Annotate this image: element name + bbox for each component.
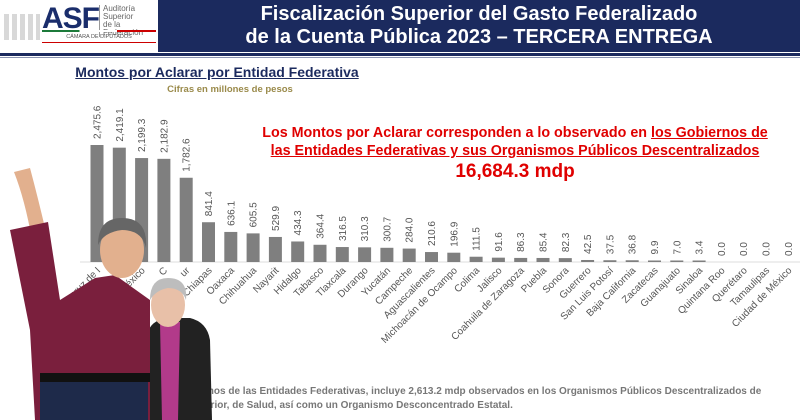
- note-underlined: los Gobiernos de: [650, 125, 768, 141]
- value-label: 36.8: [628, 234, 639, 254]
- logo-subtitle: CÁMARA DE DIPUTADOS: [66, 34, 132, 40]
- value-label: 605.5: [249, 202, 260, 227]
- footnote-line-2: erior, de Salud, así como un Organismo D…: [205, 400, 513, 411]
- value-label: 300.7: [382, 216, 393, 241]
- value-label: 86.3: [516, 232, 527, 252]
- value-label: 2,419.1: [115, 108, 126, 142]
- value-label: 841.4: [204, 191, 215, 216]
- bar: [648, 260, 661, 262]
- summary-note: Los Montos por Aclarar corresponden a lo…: [230, 124, 800, 184]
- footnote: mos de las Entidades Federativas, incluy…: [205, 385, 761, 413]
- bar: [670, 260, 684, 262]
- bar: [692, 260, 706, 262]
- note-underlined: las Entidades Federativas y sus Organism…: [270, 143, 760, 159]
- bar: [179, 177, 193, 262]
- bar: [268, 236, 282, 262]
- value-label: 82.3: [561, 232, 572, 252]
- value-label: 210.6: [427, 221, 438, 246]
- bar: [246, 233, 260, 262]
- value-label: 316.5: [338, 216, 349, 241]
- bar: [291, 241, 305, 262]
- value-label: 91.6: [494, 232, 505, 252]
- value-label: 529.9: [271, 205, 282, 230]
- bar: [202, 222, 215, 262]
- bar: [491, 257, 505, 262]
- bar: [603, 260, 617, 262]
- value-label: 2,199.3: [137, 118, 148, 152]
- bar: [536, 257, 550, 262]
- value-label: 111.5: [472, 227, 483, 251]
- value-label: 2,475.6: [93, 105, 104, 139]
- chart-title: Montos por Aclarar por Entidad Federativ…: [75, 64, 359, 80]
- woman-figure: [145, 278, 212, 420]
- asf-logo: ASF Auditoría Superior de la Federación …: [0, 0, 158, 52]
- bar: [335, 247, 349, 262]
- bar: [469, 256, 483, 262]
- bar: [402, 248, 416, 262]
- logo-line: Superior: [103, 12, 134, 21]
- value-label: 0.0: [762, 242, 773, 256]
- flag-stripe: [42, 30, 156, 32]
- divider: [0, 53, 800, 56]
- value-label: 0.0: [784, 242, 795, 256]
- bar: [558, 258, 572, 262]
- bar: [224, 231, 238, 262]
- bar: [313, 244, 327, 262]
- logo-line: Auditoría: [103, 4, 136, 13]
- bar: [157, 158, 171, 262]
- bar: [625, 260, 639, 262]
- note-text: Los Montos por Aclarar corresponden a lo…: [262, 125, 651, 141]
- logo-text: Auditoría Superior de la Federación: [99, 5, 158, 37]
- chart-subtitle: Cifras en millones de pesos: [167, 84, 293, 95]
- logo-line: de la Federación: [103, 20, 144, 37]
- value-label: 85.4: [539, 232, 550, 252]
- man-figure: [10, 168, 150, 420]
- bar: [447, 252, 461, 262]
- value-label: 37.5: [605, 234, 616, 254]
- footnote-line-1: mos de las Entidades Federativas, incluy…: [205, 386, 762, 397]
- value-label: 3.4: [695, 240, 706, 254]
- logo-mark: ASF: [42, 2, 100, 35]
- bar: [514, 257, 528, 262]
- bar: [358, 247, 372, 262]
- value-label: 196.9: [449, 221, 460, 246]
- bar: [380, 247, 394, 262]
- value-label: 7.0: [672, 240, 683, 254]
- value-label: 364.4: [316, 213, 327, 238]
- total-amount: 16,684.3 mdp: [455, 161, 575, 182]
- value-label: 0.0: [739, 242, 750, 256]
- bar: [425, 252, 438, 262]
- value-label: 1,782.6: [182, 138, 193, 172]
- value-label: 2,182.9: [159, 119, 170, 153]
- logo-underline: [42, 42, 156, 43]
- value-label: 310.3: [360, 216, 371, 241]
- header: ASF Auditoría Superior de la Federación …: [0, 0, 800, 52]
- divider: [0, 57, 800, 58]
- title-line-1: Fiscalización Superior del Gasto Federal…: [260, 3, 698, 25]
- value-label: 9.9: [650, 240, 661, 254]
- value-label: 0.0: [717, 242, 728, 256]
- value-label: 636.1: [226, 200, 237, 225]
- title-line-2: de la Cuenta Pública 2023 – TERCERA ENTR…: [245, 26, 713, 48]
- value-label: 284.0: [405, 217, 416, 242]
- value-label: 42.5: [583, 234, 594, 254]
- value-label: 434.3: [293, 210, 304, 235]
- logo-dots-decoration: [4, 14, 40, 40]
- bar: [581, 259, 595, 262]
- page-title: Fiscalización Superior del Gasto Federal…: [158, 0, 800, 52]
